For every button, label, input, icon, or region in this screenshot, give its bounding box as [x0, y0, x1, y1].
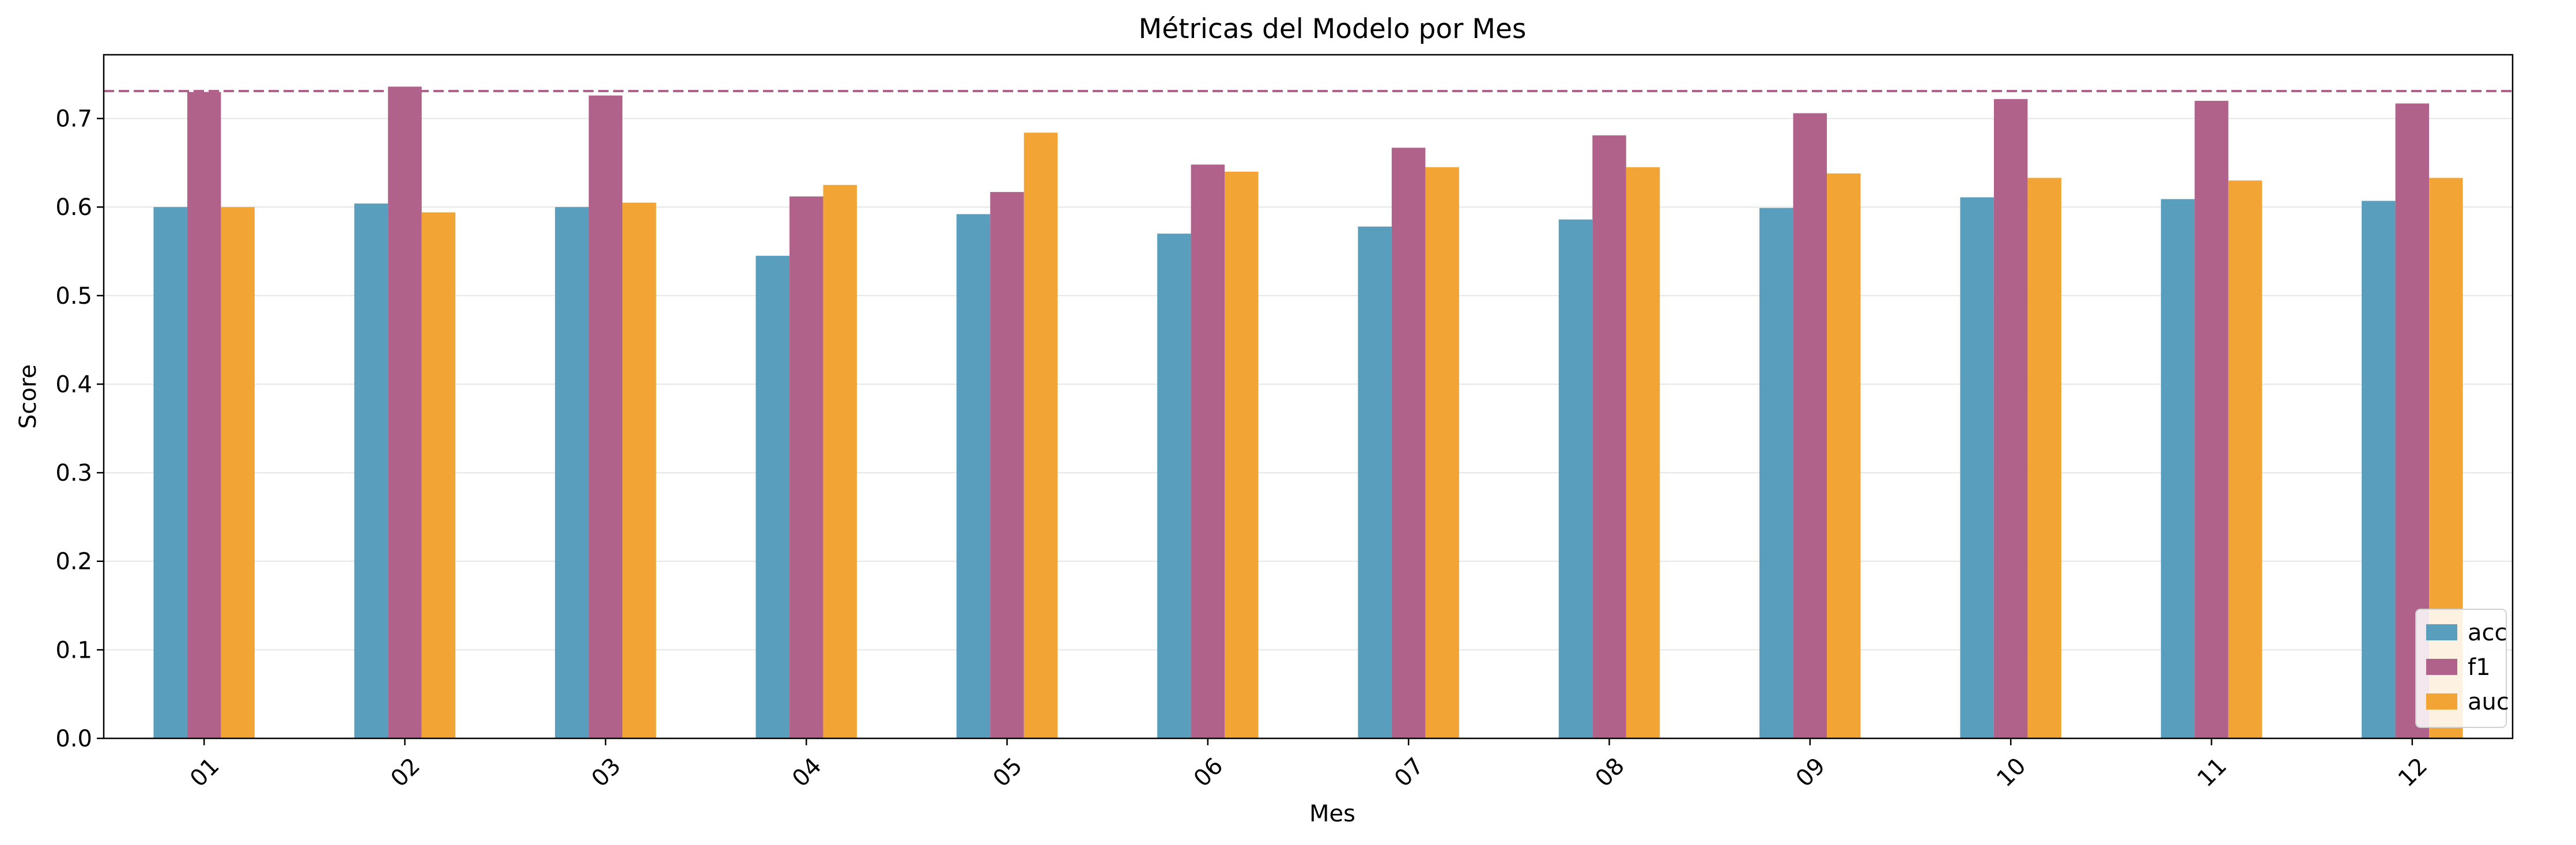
y-axis-ticks: 0.0 0.1 0.2 0.3 0.4 0.5 0.6 0.7	[55, 106, 104, 752]
x-tick-label: 01	[185, 753, 225, 793]
bar-auc-09	[1827, 173, 1861, 738]
bar-auc-03	[622, 202, 656, 738]
bar-f1-08	[1592, 135, 1626, 738]
bar-auc-04	[823, 184, 857, 738]
x-tick-label: 07	[1389, 753, 1429, 793]
y-tick-label: 0.6	[55, 194, 92, 221]
x-tick-label: 02	[386, 753, 425, 793]
x-tick-label: 11	[2192, 753, 2232, 793]
bar-f1-05	[990, 192, 1024, 738]
x-tick-label: 09	[1791, 753, 1831, 793]
y-tick-label: 0.1	[55, 637, 92, 663]
bars	[153, 86, 2463, 739]
bar-auc-01	[221, 207, 255, 738]
bar-f1-10	[1993, 99, 2028, 738]
bar-f1-11	[2194, 100, 2228, 739]
legend-swatch-auc	[2426, 693, 2457, 710]
y-tick-label: 0.7	[55, 106, 92, 133]
y-tick-label: 0.2	[55, 549, 92, 575]
chart-title: Métricas del Modelo por Mes	[1139, 13, 1527, 45]
bar-auc-06	[1225, 171, 1259, 738]
bar-auc-05	[1023, 133, 1058, 739]
y-tick-label: 0.5	[55, 283, 92, 310]
bar-f1-01	[187, 92, 221, 738]
bar-acc-10	[1960, 197, 1994, 739]
legend-label-auc: auc	[2468, 689, 2509, 715]
bar-acc-03	[555, 207, 589, 738]
bar-f1-03	[588, 95, 623, 738]
x-tick-label: 03	[587, 753, 626, 793]
bar-acc-02	[354, 203, 388, 738]
bar-f1-06	[1191, 164, 1225, 738]
y-tick-label: 0.3	[55, 460, 92, 486]
bar-acc-01	[153, 207, 187, 738]
x-tick-label: 10	[1992, 753, 2031, 793]
legend: acc f1 auc	[2415, 609, 2509, 728]
bar-acc-09	[1759, 208, 1793, 738]
x-axis-ticks: 01 02 03 04 05 06 07 08 09 10 11 12	[185, 738, 2433, 792]
bar-auc-08	[1626, 167, 1660, 739]
legend-label-acc: acc	[2468, 620, 2507, 646]
bar-auc-07	[1425, 167, 1459, 739]
x-tick-label: 06	[1189, 753, 1229, 793]
y-tick-label: 0.0	[55, 726, 92, 752]
x-tick-label: 05	[988, 753, 1028, 793]
x-tick-label: 12	[2393, 753, 2433, 793]
axes-frame	[103, 54, 2514, 740]
x-axis-label: Mes	[1309, 801, 1355, 827]
bar-acc-06	[1157, 233, 1191, 738]
bar-f1-07	[1391, 148, 1426, 738]
bar-auc-11	[2228, 180, 2263, 738]
legend-swatch-acc	[2426, 624, 2457, 640]
legend-label-f1: f1	[2468, 654, 2491, 681]
bar-acc-07	[1358, 227, 1392, 738]
x-tick-label: 04	[787, 753, 827, 793]
bar-acc-04	[756, 255, 790, 738]
bar-f1-04	[789, 196, 824, 738]
x-tick-label: 08	[1590, 753, 1630, 793]
bar-acc-11	[2160, 199, 2195, 738]
bar-f1-02	[388, 86, 422, 739]
bar-auc-10	[2027, 178, 2061, 738]
bar-acc-05	[956, 214, 991, 738]
bar-f1-09	[1793, 113, 1827, 738]
y-axis-label: Score	[15, 364, 41, 429]
bar-auc-02	[421, 212, 456, 739]
y-tick-label: 0.4	[55, 371, 92, 398]
bar-acc-08	[1558, 219, 1593, 739]
grid-lines	[104, 118, 2513, 651]
legend-swatch-f1	[2426, 659, 2457, 675]
bar-acc-12	[2362, 201, 2396, 738]
